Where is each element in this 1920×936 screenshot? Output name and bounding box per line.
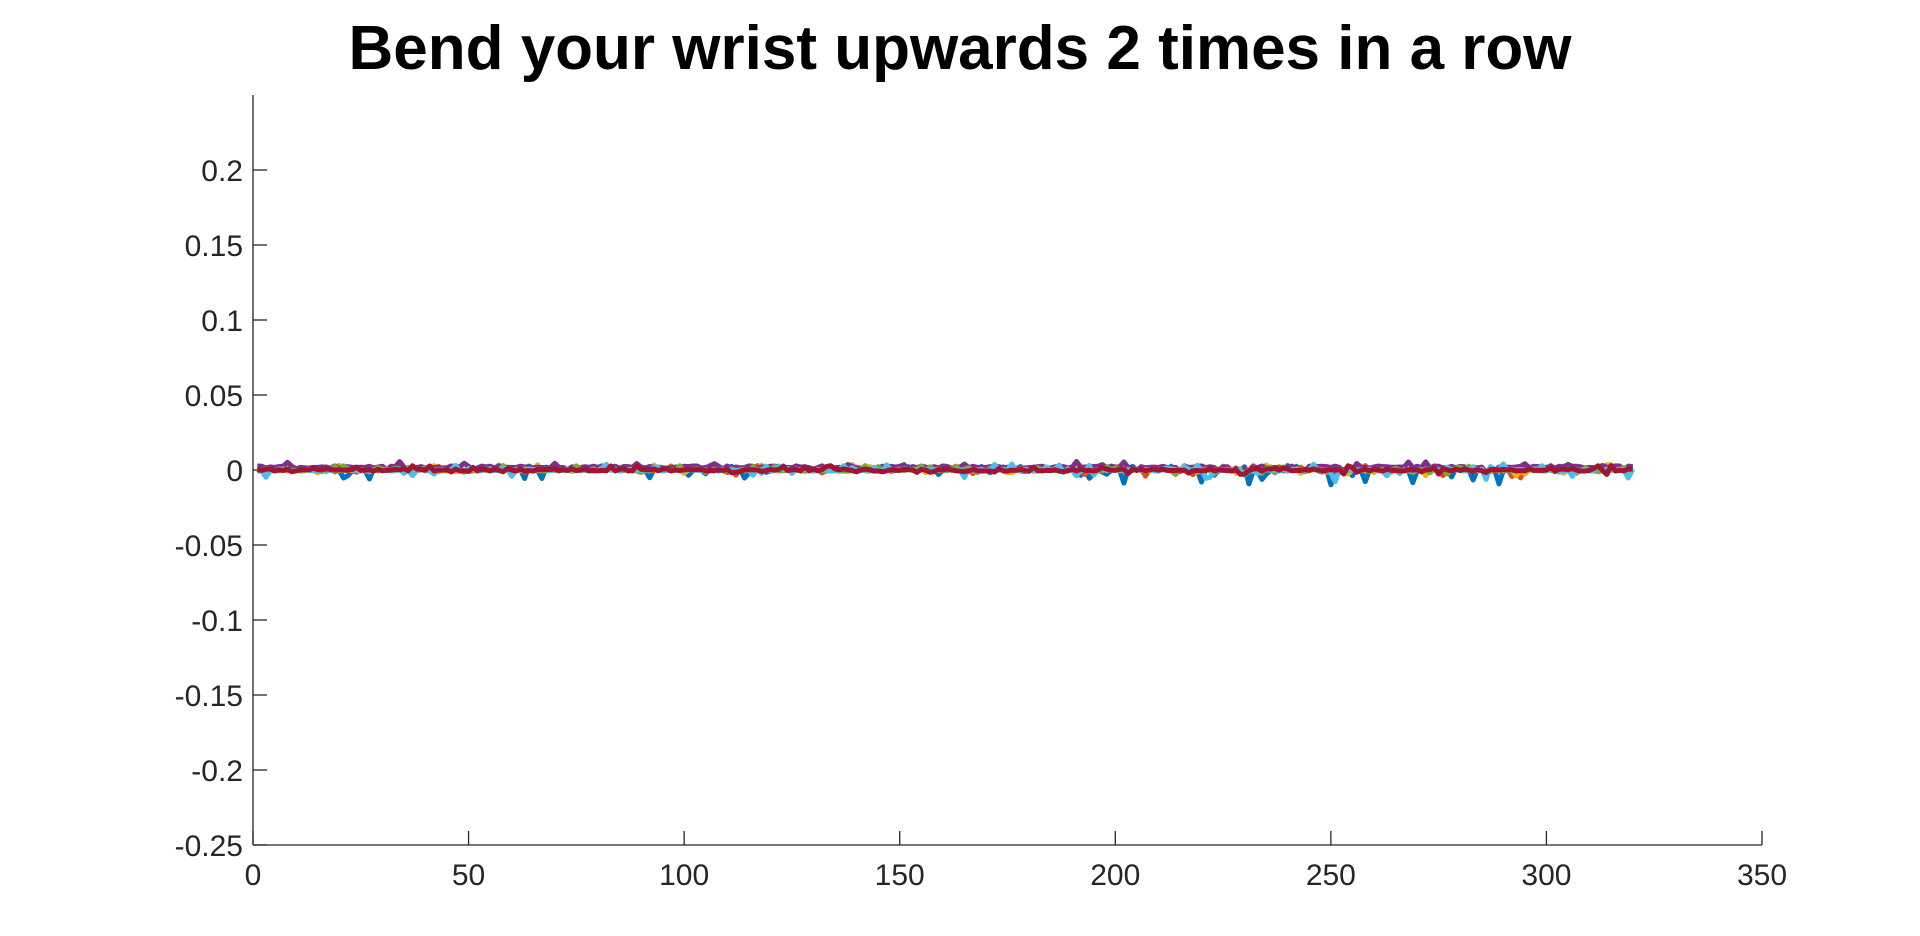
x-tick-label: 250 [1306,859,1356,892]
y-tick-label: -0.1 [191,605,243,638]
chart-title: Bend your wrist upwards 2 times in a row [348,14,1572,83]
y-tick-label: -0.05 [175,530,243,563]
tick-labels: 0.20.150.10.050-0.05-0.1-0.15-0.2-0.250 5… [175,155,1787,892]
y-tick-label: 0.2 [201,155,243,188]
x-tick-label: 150 [875,859,925,892]
x-tick-label: 100 [659,859,709,892]
y-tick-label: -0.2 [191,755,243,788]
x-tick-label: 300 [1521,859,1571,892]
x-tick-label: 350 [1737,859,1787,892]
x-tick-label: 0 [245,859,262,892]
series-lines [256,459,1635,488]
y-tick-label: 0 [226,455,243,488]
y-tick-label: 0.05 [185,380,243,413]
x-tick-label: 50 [452,859,485,892]
y-tick-label: -0.15 [175,680,243,713]
y-tick-label: -0.25 [175,830,243,863]
axes [252,95,1763,846]
y-tick-label: 0.15 [185,230,243,263]
series-line-7 [256,463,1633,477]
x-tick-label: 200 [1090,859,1140,892]
y-tick-label: 0.1 [201,305,243,338]
